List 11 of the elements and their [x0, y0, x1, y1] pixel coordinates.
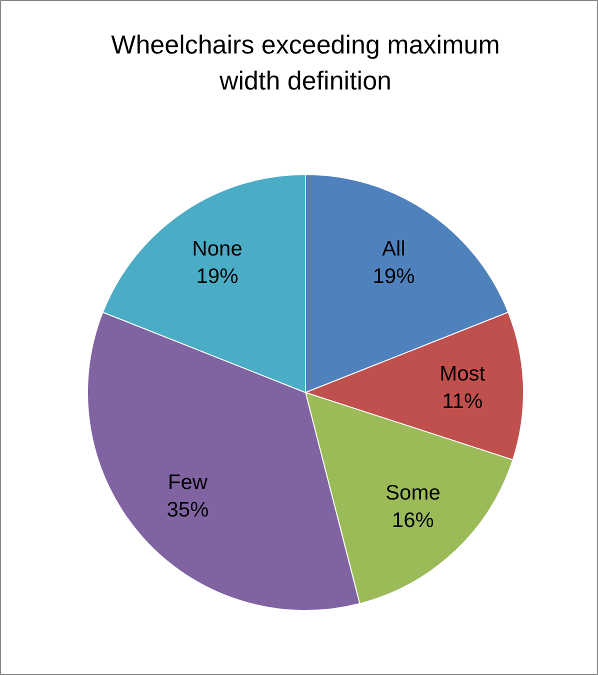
data-label: 11% [442, 390, 483, 413]
slice-label: None [192, 237, 242, 260]
slice-label: Some [386, 482, 440, 505]
slice-label: All [382, 237, 406, 260]
slice-label: Most [440, 362, 486, 386]
data-label: 19% [196, 264, 238, 288]
chart-title: Wheelchairs exceeding maximum width definition [111, 30, 500, 96]
slice-label: Few [168, 471, 208, 494]
data-label: 35% [166, 498, 209, 522]
data-label: 16% [392, 509, 434, 532]
data-label: 19% [372, 264, 415, 288]
